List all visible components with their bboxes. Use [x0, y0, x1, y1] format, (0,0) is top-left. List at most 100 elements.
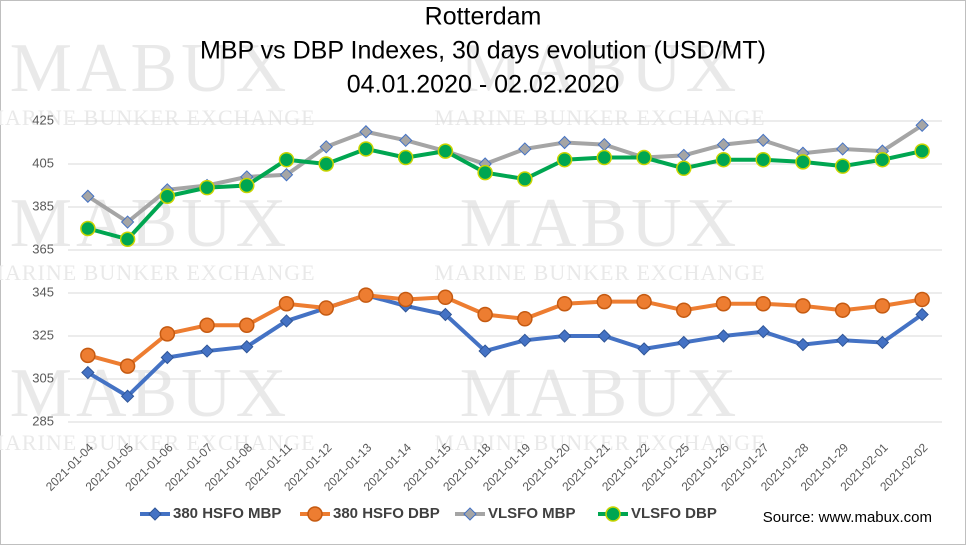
data-point: [636, 149, 652, 166]
data-point: [915, 118, 929, 133]
data-point: [914, 143, 930, 159]
watermark: MARINE BUNKER EXCHANGE: [434, 260, 765, 285]
data-point: [119, 358, 136, 374]
data-point: [834, 158, 851, 174]
series-line: [87, 293, 923, 369]
series-line: [86, 293, 924, 399]
data-point: [199, 317, 215, 333]
data-point: [556, 151, 573, 168]
chart-title: MBP vs DBP Indexes, 30 days evolution (U…: [200, 37, 766, 65]
data-point: [796, 337, 810, 352]
y-tick-label: 325: [32, 327, 54, 342]
watermark: MARINE BUNKER EXCHANGE: [434, 430, 765, 455]
y-tick-label: 405: [32, 155, 54, 170]
data-point: [119, 231, 136, 247]
data-point: [81, 365, 95, 380]
data-point: [756, 133, 770, 148]
data-point: [279, 314, 294, 328]
legend-label: VLSFO MBP: [488, 505, 576, 522]
data-point: [437, 289, 454, 306]
data-point: [239, 317, 255, 333]
data-point: [159, 326, 176, 342]
data-point: [477, 306, 493, 323]
legend-marker: [463, 507, 477, 521]
data-point: [874, 151, 891, 168]
data-point: [795, 154, 811, 170]
watermark: MABUX: [10, 185, 291, 262]
y-tick-label: 345: [32, 284, 54, 299]
watermark: MABUX: [460, 30, 741, 107]
data-point: [755, 151, 771, 168]
data-point: [398, 133, 413, 148]
data-point: [636, 293, 652, 310]
data-point: [557, 329, 572, 343]
data-point: [397, 291, 414, 308]
data-point: [279, 168, 294, 182]
watermark: MARINE BUNKER EXCHANGE: [0, 430, 316, 455]
data-point: [716, 329, 731, 343]
data-point: [755, 296, 771, 312]
legend-label: 380 HSFO DBP: [333, 505, 440, 522]
data-point: [120, 389, 135, 403]
data-point: [596, 149, 613, 166]
data-point: [676, 302, 692, 318]
watermark: MABUX: [460, 185, 741, 262]
data-point: [358, 287, 374, 303]
series: [80, 141, 930, 247]
data-point: [199, 179, 215, 196]
watermark: MARINE BUNKER EXCHANGE: [0, 260, 316, 285]
y-tick-label: 305: [32, 370, 54, 385]
data-point: [756, 324, 770, 339]
legend-marker: [148, 507, 162, 521]
y-tick-label: 425: [32, 112, 54, 127]
watermark: MARINE BUNKER EXCHANGE: [0, 105, 316, 130]
watermark: MARINE BUNKER EXCHANGE: [434, 105, 765, 130]
data-point: [715, 151, 732, 168]
data-point: [834, 302, 851, 318]
source: Source: www.mabux.com: [763, 509, 932, 526]
data-point: [677, 335, 691, 350]
data-point: [597, 329, 612, 343]
data-point: [397, 149, 414, 166]
watermark: MABUX: [460, 355, 741, 432]
chart-title: 04.01.2020 - 02.02.2020: [347, 71, 619, 99]
data-point: [556, 296, 573, 312]
watermark: MABUX: [10, 30, 291, 107]
data-point: [596, 293, 613, 310]
data-point: [437, 143, 454, 159]
data-point: [359, 125, 373, 139]
data-point: [81, 189, 95, 203]
data-point: [358, 141, 374, 157]
data-point: [517, 311, 533, 327]
data-point: [517, 171, 533, 187]
legend-marker: [605, 506, 621, 522]
data-point: [795, 298, 811, 314]
data-point: [835, 142, 850, 156]
data-point: [160, 350, 175, 365]
data-point: [875, 335, 890, 350]
y-tick-label: 365: [32, 241, 54, 256]
data-point: [518, 142, 532, 156]
data-point: [278, 296, 295, 312]
data-point: [200, 344, 214, 358]
data-point: [915, 307, 929, 322]
chart-title: Rotterdam: [425, 3, 542, 31]
legend-marker: [307, 506, 323, 522]
data-point: [159, 188, 176, 204]
data-point: [438, 307, 453, 322]
series-line: [86, 123, 924, 225]
data-point: [478, 344, 492, 358]
y-tick-label: 385: [32, 198, 54, 213]
data-point: [80, 220, 96, 237]
data-point: [120, 215, 135, 229]
data-point: [518, 333, 532, 348]
data-point: [318, 300, 334, 316]
legend-label: 380 HSFO MBP: [173, 505, 281, 522]
data-point: [80, 347, 96, 364]
data-point: [240, 340, 254, 354]
data-point: [874, 298, 891, 314]
data-point: [914, 291, 930, 308]
data-point: [835, 333, 850, 348]
y-tick-label: 285: [32, 413, 54, 428]
